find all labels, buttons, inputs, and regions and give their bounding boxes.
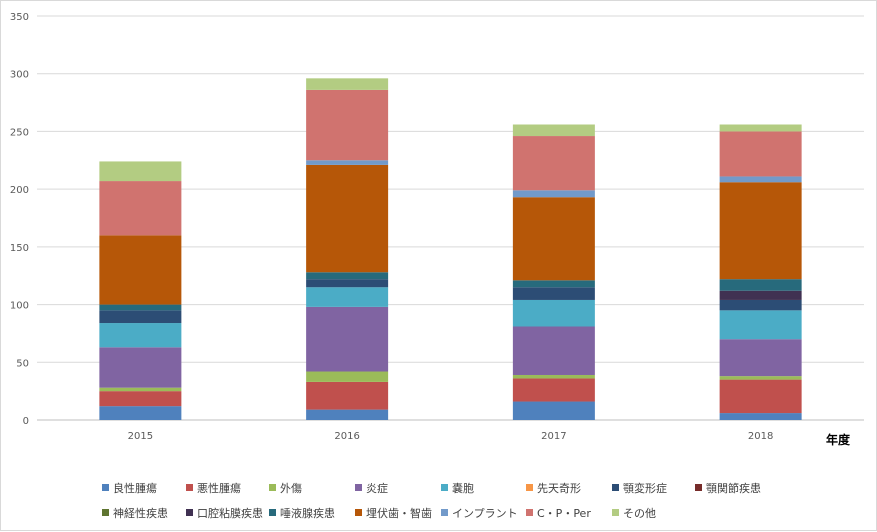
- x-tick-label: 2015: [128, 431, 153, 442]
- x-tick-label: 2017: [541, 431, 566, 442]
- legend-label: 悪性腫瘍: [197, 481, 241, 495]
- bar-segment: [306, 89, 389, 161]
- legend-swatch: [269, 509, 276, 516]
- bar-segment: [719, 131, 802, 177]
- bar-segment: [99, 235, 182, 305]
- bar-segment: [306, 164, 389, 273]
- x-tick-label: 2018: [748, 431, 773, 442]
- legend-label: その他: [623, 507, 656, 520]
- bar-segment: [719, 299, 802, 311]
- bar-segment: [512, 280, 595, 288]
- legend-label: 外傷: [280, 481, 302, 495]
- bar-segment: [99, 323, 182, 348]
- legend-swatch: [441, 509, 448, 516]
- legend-swatch: [269, 484, 276, 491]
- legend-label: 炎症: [366, 481, 388, 495]
- bar-segment: [512, 124, 595, 137]
- legend-swatch: [695, 484, 702, 491]
- legend-label: 顎関節疾患: [706, 481, 761, 495]
- bar-segment: [512, 136, 595, 191]
- y-tick-label: 250: [10, 127, 29, 138]
- bar-segment: [306, 371, 389, 382]
- legend-swatch: [612, 509, 619, 516]
- bar-segment: [99, 161, 182, 182]
- legend-swatch: [526, 484, 533, 491]
- bar-segment: [719, 339, 802, 377]
- y-tick-label: 150: [10, 243, 29, 254]
- legend-swatch: [102, 509, 109, 516]
- legend-label: C・P・Per: [537, 507, 591, 520]
- legend-swatch: [186, 484, 193, 491]
- legend-label: 嚢胞: [452, 481, 474, 495]
- bar-segment: [512, 401, 595, 420]
- legend-swatch: [186, 509, 193, 516]
- legend-label: 唾液腺疾患: [280, 506, 335, 520]
- y-tick-label: 50: [16, 358, 29, 369]
- bar-segment: [99, 347, 182, 388]
- bar-segment: [719, 379, 802, 414]
- x-axis-title: 年度: [826, 432, 851, 447]
- bar-segment: [306, 160, 389, 165]
- bar-segment: [719, 376, 802, 380]
- legend-label: 顎変形症: [623, 481, 667, 495]
- legend-swatch: [355, 484, 362, 491]
- bar-segment: [99, 181, 182, 236]
- bar-segment: [719, 290, 802, 300]
- bar-segment: [306, 381, 389, 410]
- legend-label: インプラント: [452, 507, 518, 520]
- legend-swatch: [612, 484, 619, 491]
- legend-label: 埋伏歯・智歯: [366, 506, 432, 520]
- bar-segment: [719, 182, 802, 280]
- y-tick-label: 350: [10, 12, 29, 23]
- y-tick-label: 200: [10, 185, 29, 196]
- bar-segment: [306, 279, 389, 288]
- bar-segment: [512, 378, 595, 402]
- bar-segment: [719, 413, 802, 420]
- bar-segment: [512, 287, 595, 300]
- bar-segment: [512, 299, 595, 327]
- bar-segment: [99, 391, 182, 407]
- legend-swatch: [102, 484, 109, 491]
- bar-segment: [512, 197, 595, 281]
- bar-segment: [306, 78, 389, 90]
- bar-segment: [306, 287, 389, 307]
- bar-segment: [99, 387, 182, 392]
- bar-segment: [306, 272, 389, 280]
- legend-swatch: [441, 484, 448, 491]
- bar-segment: [512, 326, 595, 375]
- x-tick-label: 2016: [334, 431, 359, 442]
- bar-segment: [99, 304, 182, 311]
- legend-label: 口腔粘膜疾患: [197, 506, 263, 520]
- legend-swatch: [526, 509, 533, 516]
- bar-segment: [99, 310, 182, 324]
- y-tick-label: 0: [23, 416, 29, 427]
- bar-segment: [306, 409, 389, 420]
- bar-segment: [306, 306, 389, 372]
- bar-segment: [512, 190, 595, 198]
- bar-segment: [719, 279, 802, 291]
- legend-label: 先天奇形: [537, 482, 581, 495]
- legend-label: 神経性疾患: [113, 506, 168, 520]
- legend-label: 良性腫瘍: [113, 481, 157, 495]
- bar-segment: [719, 310, 802, 340]
- y-tick-label: 300: [10, 70, 29, 81]
- bar-segment: [99, 406, 182, 420]
- bar-segment: [719, 176, 802, 183]
- bar-segment: [512, 374, 595, 379]
- legend-swatch: [355, 509, 362, 516]
- y-tick-label: 100: [10, 301, 29, 312]
- bar-segment: [719, 124, 802, 132]
